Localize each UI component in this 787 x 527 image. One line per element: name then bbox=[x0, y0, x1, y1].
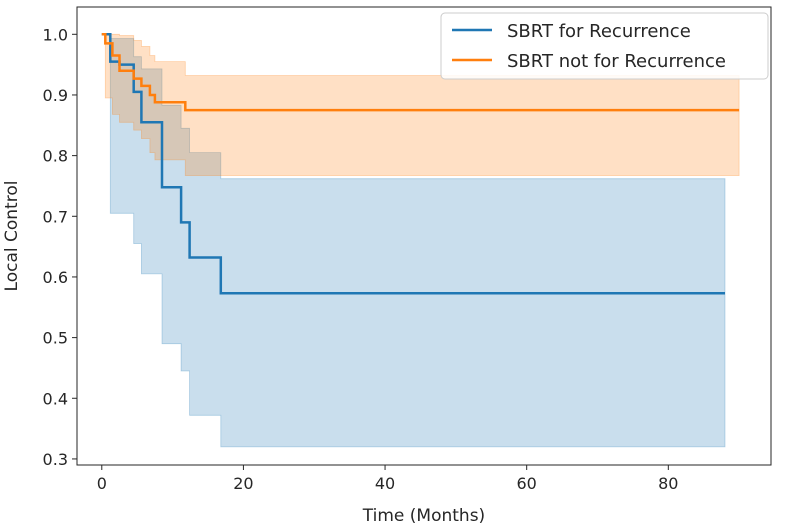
x-tick-label: 20 bbox=[233, 474, 253, 493]
y-tick-label: 1.0 bbox=[43, 25, 68, 44]
y-axis-ticks: 0.3 0.4 0.5 0.6 0.7 0.8 0.9 1.0 bbox=[43, 25, 77, 469]
y-tick-label: 0.9 bbox=[43, 86, 68, 105]
legend: SBRT for Recurrence SBRT not for Recurre… bbox=[440, 12, 769, 80]
confidence-bands bbox=[101, 33, 740, 448]
y-axis-title: Local Control bbox=[2, 181, 22, 292]
legend-label-sbrt-for-recurrence: SBRT for Recurrence bbox=[507, 21, 691, 42]
x-tick-label: 60 bbox=[517, 474, 537, 493]
ci-band-sbrt-not-for-recurrence bbox=[101, 33, 740, 177]
x-axis-title: Time (Months) bbox=[362, 506, 485, 526]
y-tick-label: 0.5 bbox=[43, 329, 68, 348]
y-tick-label: 0.3 bbox=[43, 450, 68, 469]
x-tick-label: 40 bbox=[375, 474, 395, 493]
y-tick-label: 0.7 bbox=[43, 207, 68, 226]
legend-label-sbrt-not-for-recurrence: SBRT not for Recurrence bbox=[507, 51, 726, 72]
y-tick-label: 0.8 bbox=[43, 147, 68, 166]
x-tick-label: 0 bbox=[97, 474, 107, 493]
plot-frame bbox=[76, 6, 772, 466]
x-axis-ticks: 0 20 40 60 80 bbox=[97, 465, 678, 493]
km-curve-sbrt-not-for-recurrence bbox=[101, 33, 740, 112]
y-tick-label: 0.4 bbox=[43, 389, 68, 408]
x-tick-label: 80 bbox=[658, 474, 678, 493]
y-tick-label: 0.6 bbox=[43, 268, 68, 287]
legend-box bbox=[440, 12, 769, 80]
ci-band-sbrt-for-recurrence bbox=[101, 33, 726, 448]
survival-curves bbox=[101, 33, 740, 295]
